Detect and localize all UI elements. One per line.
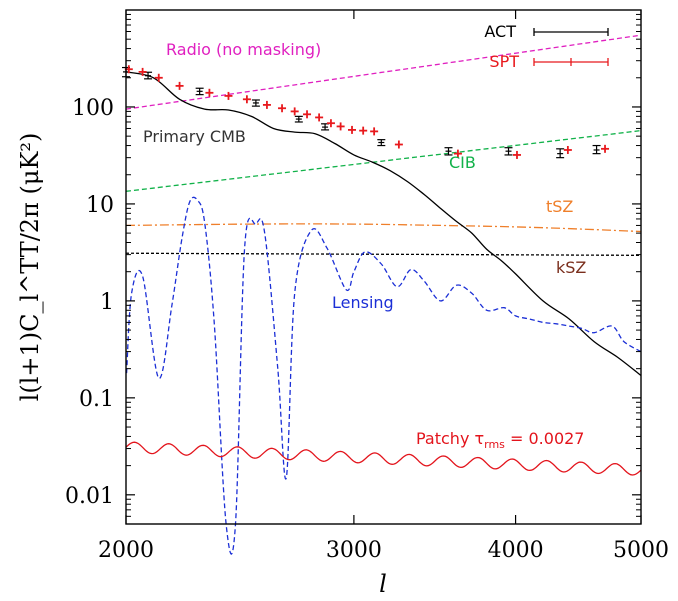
- plot-frame: [125, 9, 642, 525]
- data-points: [122, 65, 610, 159]
- legend: ACT SPT: [484, 22, 609, 71]
- axis-ticks: 0.01 0.1 1 10 100 2000 3000 4000 5000: [65, 10, 669, 563]
- spt-point: [224, 91, 233, 100]
- series-lensing-line: [125, 196, 642, 555]
- act-point: [377, 139, 386, 147]
- y-tick-label: 0.01: [65, 484, 114, 509]
- series-ksz-line: [125, 252, 641, 256]
- legend-sample-spt: [533, 58, 609, 66]
- spt-point: [394, 140, 403, 149]
- series-cib-line: [125, 129, 642, 192]
- x-tick-label: 3000: [326, 538, 382, 563]
- label-ksz: kSZ: [556, 258, 586, 277]
- spt-point: [242, 95, 251, 104]
- act-point: [144, 71, 153, 80]
- series-primary-line: [125, 71, 642, 377]
- legend-sample-act: [533, 28, 609, 36]
- series-radio-line: [125, 34, 642, 110]
- spt-point: [262, 100, 271, 109]
- spt-point: [370, 127, 379, 136]
- series-patchy-line: [125, 441, 642, 476]
- act-point: [556, 148, 565, 159]
- act-point: [504, 147, 513, 156]
- label-tsz: tSZ: [546, 197, 573, 216]
- spt-point: [336, 122, 345, 131]
- x-axis-title: l: [379, 570, 387, 598]
- spt-point: [348, 125, 357, 134]
- curves: [125, 34, 642, 555]
- act-point: [195, 87, 204, 96]
- label-radio: Radio (no masking): [166, 40, 321, 59]
- spt-point: [175, 81, 184, 90]
- spt-point: [563, 145, 572, 154]
- spt-point: [512, 150, 521, 159]
- spt-point: [315, 113, 324, 122]
- label-patchy: Patchy τrms = 0.0027: [416, 429, 584, 451]
- x-tick-label: 4000: [488, 538, 544, 563]
- act-point: [294, 115, 303, 123]
- y-tick-label: 0.1: [79, 387, 114, 412]
- y-axis-title: l(l+1)C_l^TT/2π (μK²): [16, 133, 44, 402]
- label-cib: CIB: [449, 153, 476, 172]
- act-point: [251, 99, 260, 107]
- spt-point: [359, 126, 368, 135]
- spt-point: [205, 88, 214, 97]
- spt-point: [303, 110, 312, 119]
- spt-point: [278, 104, 287, 113]
- spt-point: [138, 67, 147, 76]
- spt-point: [154, 73, 163, 82]
- act-point: [444, 147, 453, 156]
- spt-point: [326, 119, 335, 128]
- spt-point: [453, 149, 462, 158]
- spt-point: [601, 144, 610, 153]
- y-tick-label: 10: [86, 193, 114, 218]
- series-tsz-line: [125, 223, 642, 233]
- label-primary-cmb: Primary CMB: [143, 127, 246, 146]
- legend-label-act: ACT: [484, 22, 516, 41]
- y-tick-label: 1: [100, 290, 114, 315]
- label-lensing: Lensing: [332, 293, 394, 312]
- act-point: [592, 144, 601, 155]
- legend-label-spt: SPT: [489, 52, 519, 71]
- spt-point: [290, 107, 299, 116]
- x-tick-label: 2000: [98, 538, 154, 563]
- act-point: [321, 123, 330, 131]
- y-tick-label: 100: [72, 96, 114, 121]
- x-tick-label: 5000: [613, 538, 669, 563]
